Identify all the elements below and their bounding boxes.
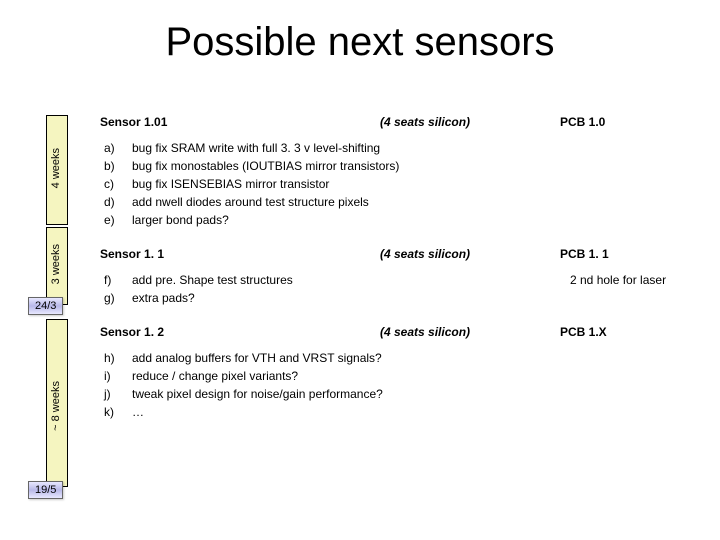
list-item-letter: k) <box>100 403 132 421</box>
list-item: k)… <box>100 403 700 421</box>
list-item-letter: c) <box>100 175 132 193</box>
list-item-text: bug fix SRAM write with full 3. 3 v leve… <box>132 139 700 157</box>
list-item: c)bug fix ISENSEBIAS mirror transistor <box>100 175 700 193</box>
sensor-heading-row: Sensor 1. 2(4 seats silicon)PCB 1.X <box>100 325 700 339</box>
list-item: h)add analog buffers for VTH and VRST si… <box>100 349 700 367</box>
date-badge: 19/5 <box>28 481 63 499</box>
page-title: Possible next sensors <box>0 0 720 65</box>
list-item-text: add pre. Shape test structures <box>132 271 570 289</box>
list-item-letter: j) <box>100 385 132 403</box>
timeline-block-label: 3 weeks <box>50 244 62 284</box>
list-item-letter: g) <box>100 289 132 307</box>
list-item: a)bug fix SRAM write with full 3. 3 v le… <box>100 139 700 157</box>
list-item: i)reduce / change pixel variants? <box>100 367 700 385</box>
list-item-text: extra pads? <box>132 289 700 307</box>
list-item-letter: a) <box>100 139 132 157</box>
sensor-pcb: PCB 1.X <box>560 325 680 339</box>
sensor-pcb: PCB 1.0 <box>560 115 680 129</box>
sensor-pcb: PCB 1. 1 <box>560 247 680 261</box>
sensor-name: Sensor 1. 2 <box>100 325 380 339</box>
sensor-note: (4 seats silicon) <box>380 325 560 339</box>
list-item-text: bug fix ISENSEBIAS mirror transistor <box>132 175 700 193</box>
sensor-heading-row: Sensor 1. 1(4 seats silicon)PCB 1. 1 <box>100 247 700 261</box>
list-item: j)tweak pixel design for noise/gain perf… <box>100 385 700 403</box>
timeline-block-label: ~ 8 weeks <box>50 381 62 431</box>
sensor-note: (4 seats silicon) <box>380 115 560 129</box>
list-item-letter: d) <box>100 193 132 211</box>
date-badge: 24/3 <box>28 297 63 315</box>
timeline-column: 4 weeks 3 weeks ~ 8 weeks 24/3 19/5 <box>28 115 86 515</box>
item-list: h)add analog buffers for VTH and VRST si… <box>100 349 700 421</box>
list-item-text: … <box>132 403 700 421</box>
list-item-text: bug fix monostables (IOUTBIAS mirror tra… <box>132 157 700 175</box>
timeline-block-label: 4 weeks <box>50 148 62 188</box>
list-item-text: tweak pixel design for noise/gain perfor… <box>132 385 700 403</box>
list-item-text: add analog buffers for VTH and VRST sign… <box>132 349 700 367</box>
sensor-note: (4 seats silicon) <box>380 247 560 261</box>
list-item-letter: i) <box>100 367 132 385</box>
list-item-letter: b) <box>100 157 132 175</box>
list-item: d)add nwell diodes around test structure… <box>100 193 700 211</box>
list-item: e)larger bond pads? <box>100 211 700 229</box>
list-item-letter: f) <box>100 271 132 289</box>
list-item-letter: h) <box>100 349 132 367</box>
item-list: f)add pre. Shape test structures2 nd hol… <box>100 271 700 307</box>
list-item: g)extra pads? <box>100 289 700 307</box>
sensor-name: Sensor 1. 1 <box>100 247 380 261</box>
item-list: a)bug fix SRAM write with full 3. 3 v le… <box>100 139 700 229</box>
list-item-text: add nwell diodes around test structure p… <box>132 193 700 211</box>
list-item: f)add pre. Shape test structures2 nd hol… <box>100 271 700 289</box>
list-item-letter: e) <box>100 211 132 229</box>
sensor-heading-row: Sensor 1.01(4 seats silicon)PCB 1.0 <box>100 115 700 129</box>
list-item: b)bug fix monostables (IOUTBIAS mirror t… <box>100 157 700 175</box>
list-item-extra: 2 nd hole for laser <box>570 271 700 289</box>
list-item-text: reduce / change pixel variants? <box>132 367 700 385</box>
list-item-text: larger bond pads? <box>132 211 700 229</box>
sensor-name: Sensor 1.01 <box>100 115 380 129</box>
content-area: Sensor 1.01(4 seats silicon)PCB 1.0a)bug… <box>100 115 700 439</box>
